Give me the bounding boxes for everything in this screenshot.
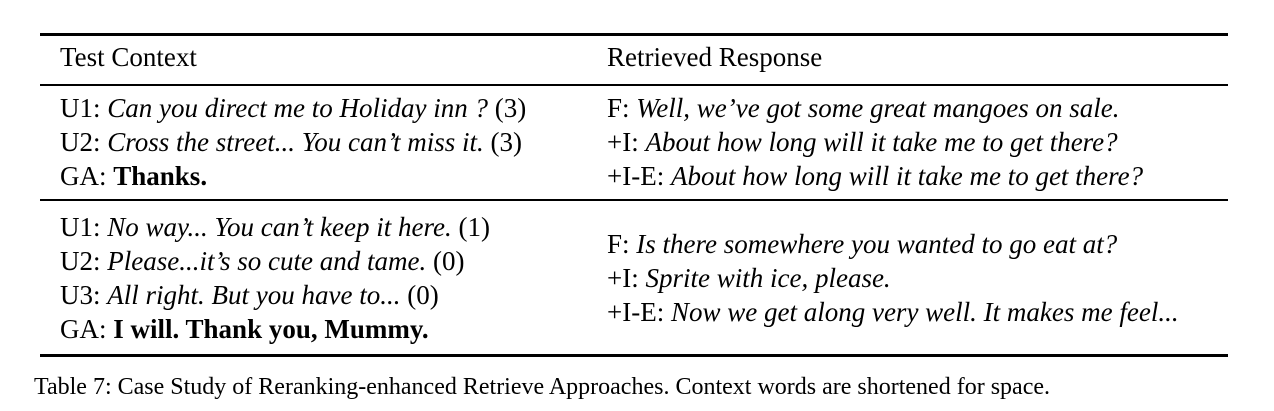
top-rule xyxy=(40,33,1228,36)
header-rule xyxy=(40,84,1228,86)
context-line-gold-answer: GA: I will. Thank you, Mummy. xyxy=(60,314,429,344)
response-line: +I: About how long will it take me to ge… xyxy=(607,127,1118,157)
response-line: F: Well, we’ve got some great mangoes on… xyxy=(607,93,1120,123)
group-divider-rule xyxy=(40,199,1228,201)
group-1-context: U1: Can you direct me to Holiday inn ? (… xyxy=(60,91,526,193)
table-caption: Table 7: Case Study of Reranking-enhance… xyxy=(34,374,1050,400)
context-line: U1: No way... You can’t keep it here. (1… xyxy=(60,212,490,242)
response-line: +I-E: About how long will it take me to … xyxy=(607,161,1144,191)
response-line: F: Is there somewhere you wanted to go e… xyxy=(607,229,1118,259)
context-line: U3: All right. But you have to... (0) xyxy=(60,280,439,310)
group-2-context: U1: No way... You can’t keep it here. (1… xyxy=(60,210,490,346)
context-line: U2: Cross the street... You can’t miss i… xyxy=(60,127,523,157)
header-retrieved-response: Retrieved Response xyxy=(607,42,823,72)
response-line: +I-E: Now we get along very well. It mak… xyxy=(607,297,1179,327)
group-2-responses: F: Is there somewhere you wanted to go e… xyxy=(607,227,1179,329)
context-line: U2: Please...it’s so cute and tame. (0) xyxy=(60,246,465,276)
header-test-context: Test Context xyxy=(60,42,197,72)
bottom-rule xyxy=(40,354,1228,357)
context-line: U1: Can you direct me to Holiday inn ? (… xyxy=(60,93,527,123)
group-1-responses: F: Well, we’ve got some great mangoes on… xyxy=(607,91,1143,193)
context-line-gold-answer: GA: Thanks. xyxy=(60,161,208,191)
response-line: +I: Sprite with ice, please. xyxy=(607,263,891,293)
